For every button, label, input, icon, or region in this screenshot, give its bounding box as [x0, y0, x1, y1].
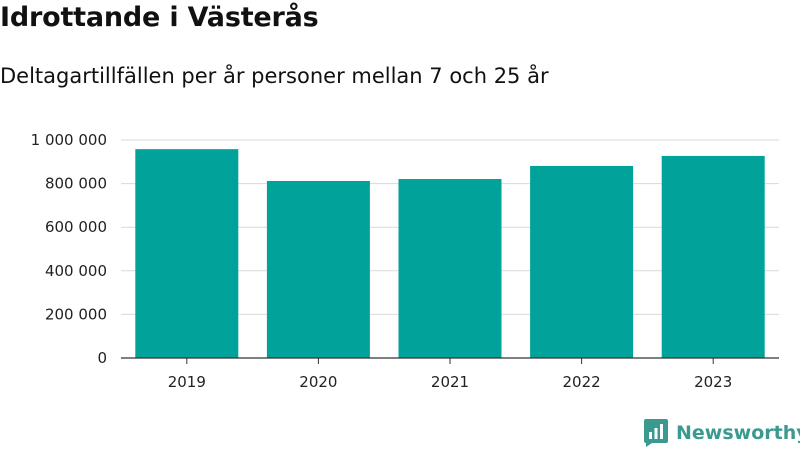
x-tick-label: 2019	[168, 373, 206, 391]
chart-subtitle: Deltagartillfällen per år personer mella…	[0, 64, 549, 88]
chart-title: Idrottande i Västerås	[0, 2, 319, 33]
brand-name: Newsworthy	[676, 422, 800, 444]
x-tick-label: 2023	[694, 373, 732, 391]
y-axis-tick-labels: 0 200 000 400 000 600 000 800 000 1 000 000	[31, 131, 107, 367]
newsworthy-logo-icon	[644, 419, 668, 447]
x-tick-label: 2022	[563, 373, 601, 391]
y-tick-label: 1 000 000	[31, 131, 107, 149]
y-tick-label: 600 000	[45, 218, 107, 236]
bar	[266, 180, 370, 358]
y-tick-label: 800 000	[45, 175, 107, 193]
bar	[530, 165, 634, 358]
bar	[135, 149, 239, 358]
x-axis-tick-labels: 2019 2020 2021 2022 2023	[168, 373, 733, 391]
x-axis	[121, 357, 779, 364]
brand-logo: Newsworthy	[644, 419, 800, 447]
y-tick-label: 400 000	[45, 262, 107, 280]
x-tick-label: 2021	[431, 373, 469, 391]
bar	[661, 155, 765, 358]
bar	[398, 179, 502, 358]
x-tick-label: 2020	[299, 373, 337, 391]
y-tick-label: 0	[97, 349, 107, 367]
y-tick-label: 200 000	[45, 305, 107, 323]
bars	[135, 149, 765, 358]
